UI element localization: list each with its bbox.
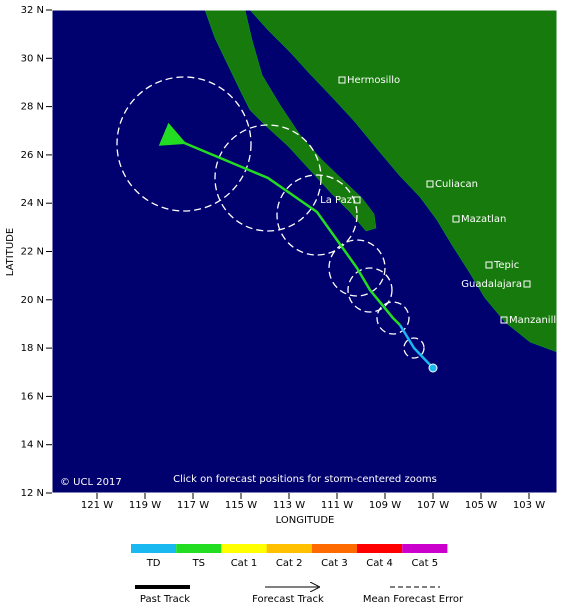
lon-tick-label: 113 W	[273, 500, 305, 511]
city-marker	[523, 280, 531, 288]
error-circle[interactable]	[328, 239, 386, 297]
lon-tick-label: 121 W	[81, 500, 113, 511]
error-circle[interactable]	[116, 76, 252, 212]
city-label: Culiacan	[435, 179, 478, 190]
category-swatch	[266, 544, 312, 553]
lat-tick-label: 16 N	[21, 391, 44, 402]
category-swatch	[131, 544, 177, 553]
city-label: Hermosillo	[347, 75, 400, 86]
category-label: TD	[146, 558, 161, 569]
category-swatch	[176, 544, 222, 553]
copyright: © UCL 2017	[60, 477, 122, 488]
lon-tick-label: 107 W	[417, 500, 449, 511]
city-label: Guadalajara	[461, 279, 522, 290]
error-label: Mean Forecast Error	[363, 594, 464, 605]
past-track	[398, 324, 434, 369]
city-marker	[426, 180, 434, 188]
storm-position	[428, 363, 438, 373]
category-label: TS	[192, 558, 205, 569]
lat-tick-label: 18 N	[21, 343, 44, 354]
error-circle[interactable]	[276, 174, 358, 256]
lon-tick-label: 115 W	[225, 500, 257, 511]
error-circle[interactable]	[376, 301, 410, 335]
baja	[204, 10, 377, 232]
city-label: La Paz	[320, 195, 352, 206]
lat-tick-label: 22 N	[21, 247, 44, 258]
city-marker	[338, 76, 346, 84]
y-axis-label: LATITUDE	[5, 228, 16, 276]
lat-tick-label: 26 N	[21, 150, 44, 161]
category-label: Cat 1	[231, 558, 258, 569]
error-circle[interactable]	[403, 337, 425, 359]
city-marker	[452, 215, 460, 223]
city-label: Manzanillo	[509, 315, 562, 326]
error-circle[interactable]	[214, 124, 322, 232]
forecast-track-label: Forecast Track	[252, 594, 324, 605]
lon-tick-label: 103 W	[513, 500, 545, 511]
lon-tick-label: 109 W	[369, 500, 401, 511]
lat-tick-label: 28 N	[21, 102, 44, 113]
lat-tick-label: 20 N	[21, 295, 44, 306]
past-track-label: Past Track	[140, 594, 190, 605]
category-swatch	[311, 544, 357, 553]
note: Click on forecast positions for storm-ce…	[173, 474, 437, 485]
category-swatch	[357, 544, 403, 553]
category-label: Cat 5	[412, 558, 439, 569]
category-swatch	[402, 544, 448, 553]
lon-tick-label: 117 W	[177, 500, 209, 511]
category-swatch	[221, 544, 267, 553]
lat-tick-label: 12 N	[21, 488, 44, 499]
city-marker	[485, 261, 493, 269]
city-marker	[353, 196, 361, 204]
category-label: Cat 3	[321, 558, 348, 569]
category-label: Cat 2	[276, 558, 303, 569]
lat-tick-label: 24 N	[21, 198, 44, 209]
x-axis-label: LONGITUDE	[276, 515, 335, 526]
lon-tick-label: 105 W	[465, 500, 497, 511]
land	[204, 10, 557, 353]
mainland	[249, 10, 557, 353]
lat-tick-label: 32 N	[21, 5, 44, 16]
lat-tick-label: 14 N	[21, 440, 44, 451]
city-label: Tepic	[493, 260, 519, 271]
lat-tick-label: 30 N	[21, 53, 44, 64]
forecast-track	[158, 122, 401, 326]
category-label: Cat 4	[366, 558, 393, 569]
city-label: Mazatlan	[461, 214, 506, 225]
error-circle[interactable]	[347, 267, 393, 313]
city-marker	[500, 316, 508, 324]
lon-tick-label: 111 W	[321, 500, 353, 511]
error-cones	[116, 76, 425, 359]
lon-tick-label: 119 W	[129, 500, 161, 511]
